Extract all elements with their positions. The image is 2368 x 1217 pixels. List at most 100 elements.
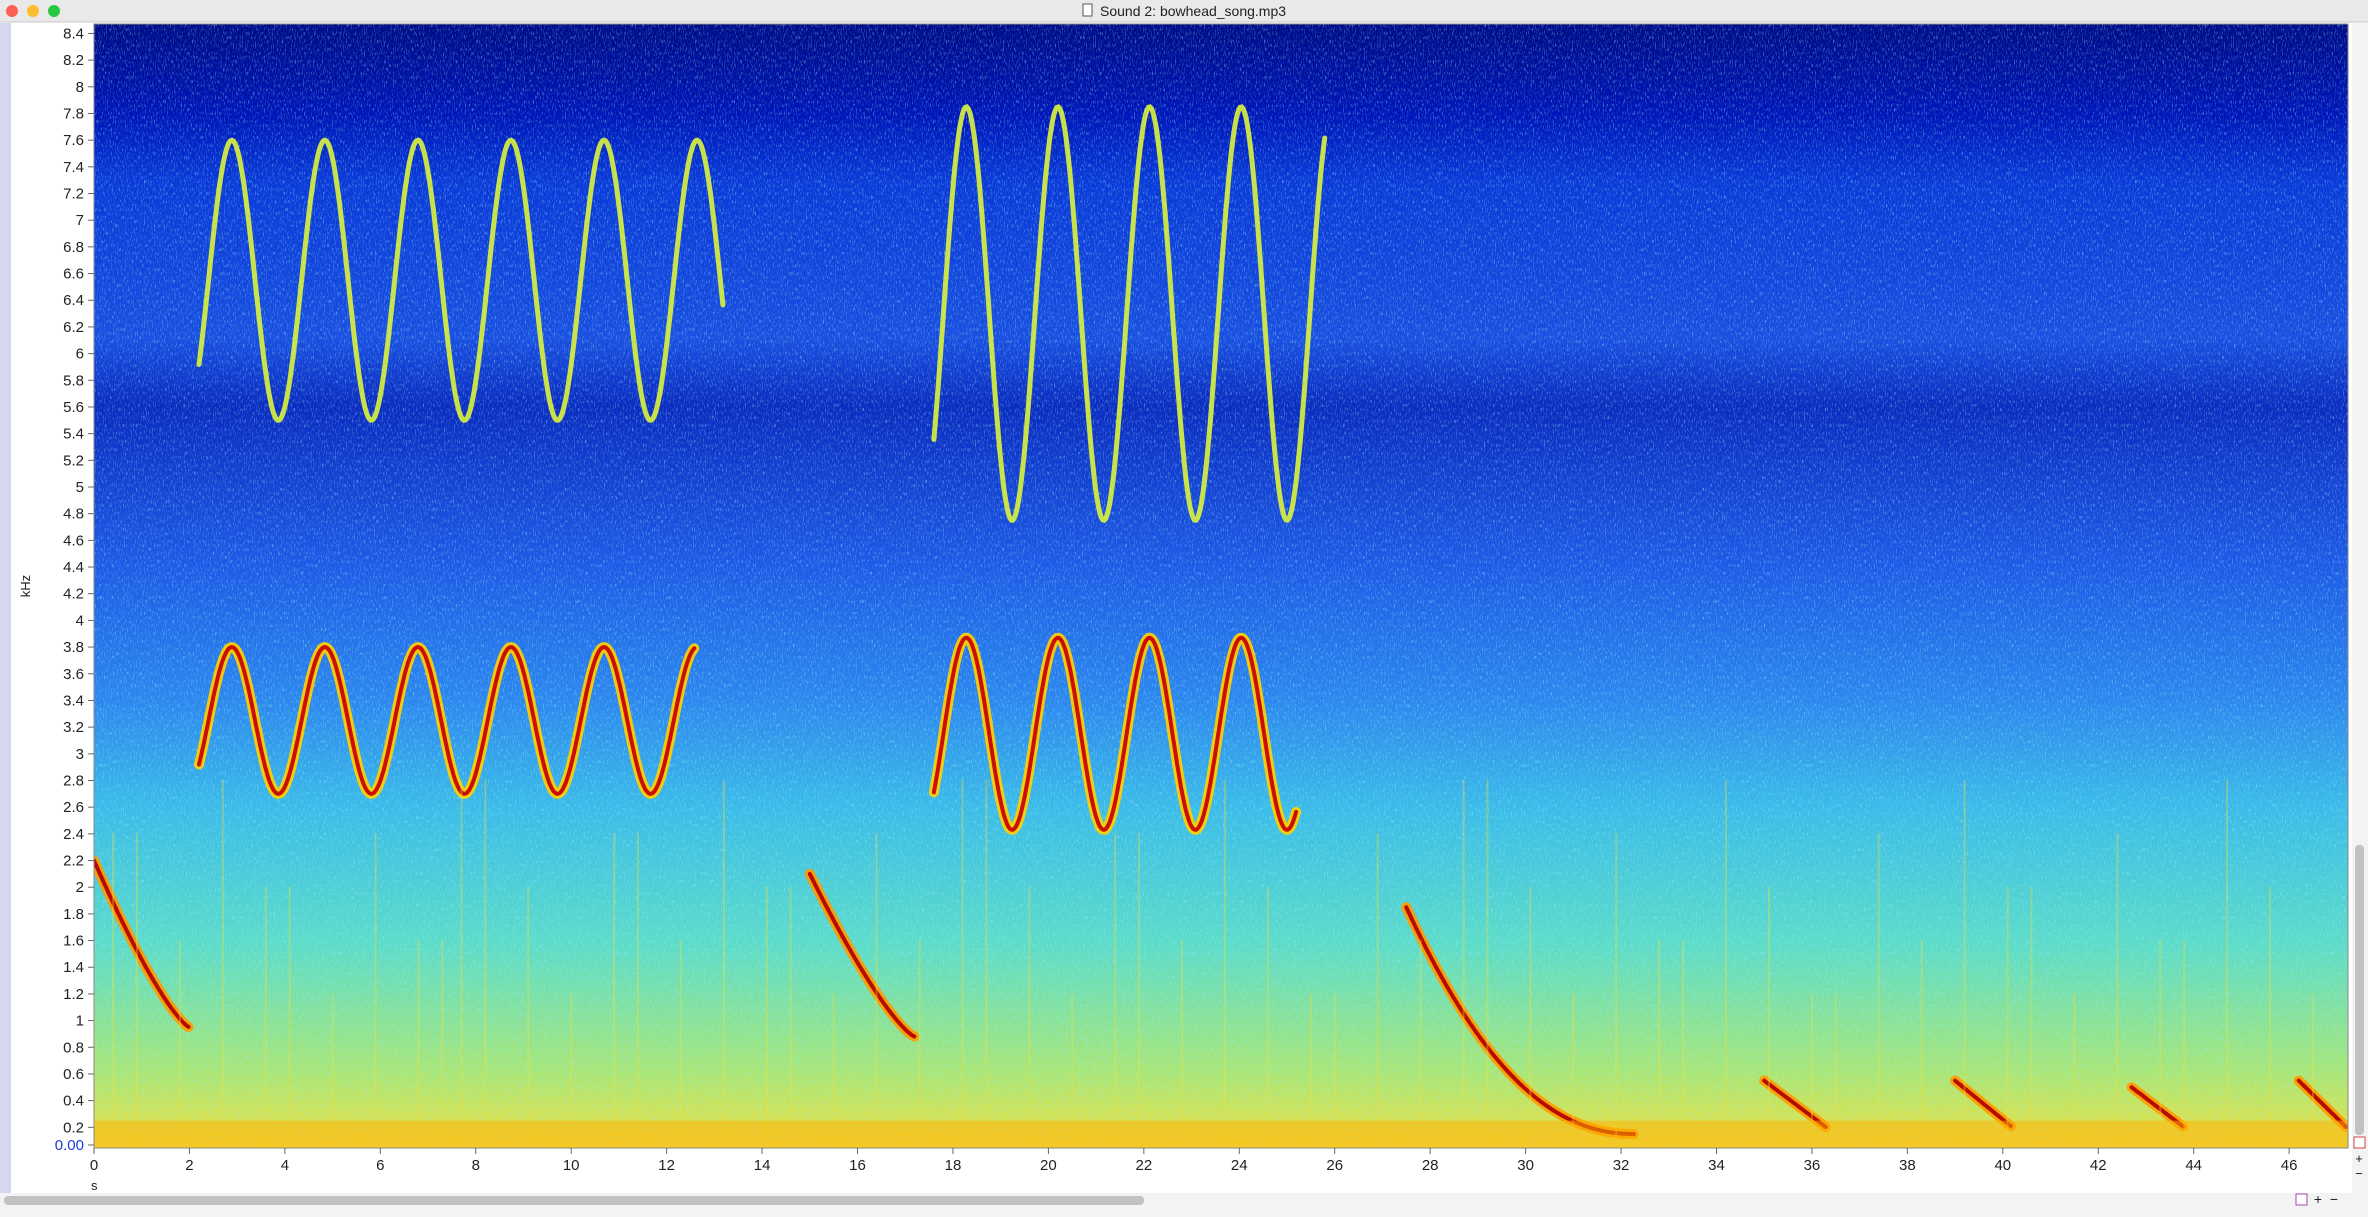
y-tick-label: 0.4 [63, 1093, 84, 1110]
y-tick-label: 0.8 [63, 1039, 84, 1056]
downsweep [1762, 1078, 1828, 1129]
x-tick-label: 26 [1326, 1157, 1343, 1174]
x-tick-label: 34 [1708, 1157, 1725, 1174]
x-tick-label: 2 [185, 1157, 193, 1174]
y-tick-label: 3 [76, 746, 84, 763]
y-tick-label: 3.4 [63, 692, 84, 709]
y-tick-label: 5.6 [63, 399, 84, 416]
low-band [94, 1120, 2348, 1148]
horizontal-zoom-out[interactable]: − [2330, 1191, 2338, 1207]
y-tick-label: 1 [76, 1013, 84, 1030]
zoom-button[interactable] [48, 5, 60, 17]
y-tick-label: 1.8 [63, 906, 84, 923]
y-tick-label: 3.8 [63, 639, 84, 656]
x-tick-label: 40 [1994, 1157, 2011, 1174]
x-tick-label: 6 [376, 1157, 384, 1174]
downsweep [2296, 1078, 2348, 1129]
y-tick-label: 2 [76, 879, 84, 896]
y-tick-label: 4.4 [63, 559, 84, 576]
y-tick-label: 2.4 [63, 826, 84, 843]
downsweep [94, 858, 191, 1029]
close-button[interactable] [6, 5, 18, 17]
calls [94, 104, 2348, 1148]
x-tick-label: 28 [1422, 1157, 1439, 1174]
y-tick-label: 0.6 [63, 1066, 84, 1083]
window-title: Sound 2: bowhead_song.mp3 [1100, 3, 1286, 19]
y-tick-label: 4.8 [63, 506, 84, 523]
document-icon [1082, 3, 1093, 17]
fundamental [931, 635, 1299, 832]
downsweep [2129, 1085, 2186, 1129]
x-tick-label: 20 [1040, 1157, 1057, 1174]
y-tick-label: 5.8 [63, 372, 84, 389]
x-tick-label: 24 [1231, 1157, 1248, 1174]
x-tick-label: 30 [1517, 1157, 1534, 1174]
y-axis-label: kHz [18, 575, 33, 597]
x-tick-label: 22 [1135, 1157, 1152, 1174]
view-toggle-button[interactable] [2295, 1193, 2308, 1206]
y-tick-label: 6.2 [63, 319, 84, 336]
y-tick-label: 6 [76, 346, 84, 363]
zoom-out-button[interactable]: − [2355, 1166, 2363, 1181]
x-tick-label: 8 [472, 1157, 480, 1174]
x-tick-label: 32 [1613, 1157, 1630, 1174]
title-bar [0, 0, 2368, 22]
y-tick-label: 8 [76, 79, 84, 96]
y-tick-label: 5 [76, 479, 84, 496]
horizontal-zoom-in[interactable]: + [2314, 1191, 2322, 1207]
y-tick-label: 7.4 [63, 159, 84, 176]
x-tick-label: 16 [849, 1157, 866, 1174]
vertical-scroll-thumb[interactable] [2355, 845, 2364, 1135]
x-tick-label: 0 [90, 1157, 98, 1174]
y-tick-label: 4 [76, 612, 84, 629]
downsweep [1953, 1078, 2013, 1129]
y-tick-label: 7 [76, 212, 84, 229]
x-tick-label: 46 [2281, 1157, 2298, 1174]
x-tick-label: 38 [1899, 1157, 1916, 1174]
y-tick-label: 4.2 [63, 586, 84, 603]
y-tick-label: 2.2 [63, 853, 84, 870]
horizontal-scroll-thumb[interactable] [4, 1196, 1144, 1205]
zoom-box-button[interactable] [2353, 1136, 2366, 1149]
downsweep [807, 871, 917, 1039]
y-tick-label: 4.6 [63, 532, 84, 549]
y-tick-label: 3.2 [63, 719, 84, 736]
x-tick-label: 44 [2185, 1157, 2202, 1174]
y-tick-label: 6.4 [63, 292, 84, 309]
y-tick-label: 6.6 [63, 266, 84, 283]
y-tick-label: 7.8 [63, 105, 84, 122]
y-tick-label: 7.6 [63, 132, 84, 149]
y-tick-label: 5.4 [63, 426, 84, 443]
y-tick-label: 8.4 [63, 25, 84, 42]
y-tick-label: 8.2 [63, 52, 84, 69]
y-tick-label: 6.8 [63, 239, 84, 256]
x-tick-label: 36 [1804, 1157, 1821, 1174]
y-tick-label: 1.4 [63, 959, 84, 976]
y-tick-label: 1.6 [63, 933, 84, 950]
minimize-button[interactable] [27, 5, 39, 17]
y-axis: 0.000.2 0.4 0.6 0.8 1 1.2 1.4 1.6 1.8 2 2.2 2.4 2.6 2… [55, 25, 94, 1154]
spectrogram [94, 24, 2348, 1148]
x-tick-label: 42 [2090, 1157, 2107, 1174]
x-tick-label: 12 [658, 1157, 675, 1174]
zoom-in-button[interactable]: + [2355, 1151, 2363, 1166]
fundamental [197, 645, 697, 796]
y-tick-label: 3.6 [63, 666, 84, 683]
x-axis-label: s [91, 1178, 98, 1193]
harmonic [196, 137, 726, 423]
y-tick-label: 0.2 [63, 1119, 84, 1136]
y-tick-label: 1.2 [63, 986, 84, 1003]
y-tick-label: 2.6 [63, 799, 84, 816]
y-tick-label: 0.00 [55, 1137, 84, 1154]
plot-frame [93, 23, 2349, 1149]
harmonic [931, 104, 1328, 523]
selection-strip [0, 23, 11, 1193]
y-tick-label: 5.2 [63, 452, 84, 469]
y-tick-label: 2.8 [63, 772, 84, 789]
x-tick-label: 18 [945, 1157, 962, 1174]
x-tick-label: 14 [754, 1157, 771, 1174]
y-tick-label: 7.2 [63, 186, 84, 203]
x-axis: 0 2 4 6 8 10 12 14 16 18 20 22 24 26 28 30 32 34 36 38 40 42 4… [90, 1148, 2298, 1174]
